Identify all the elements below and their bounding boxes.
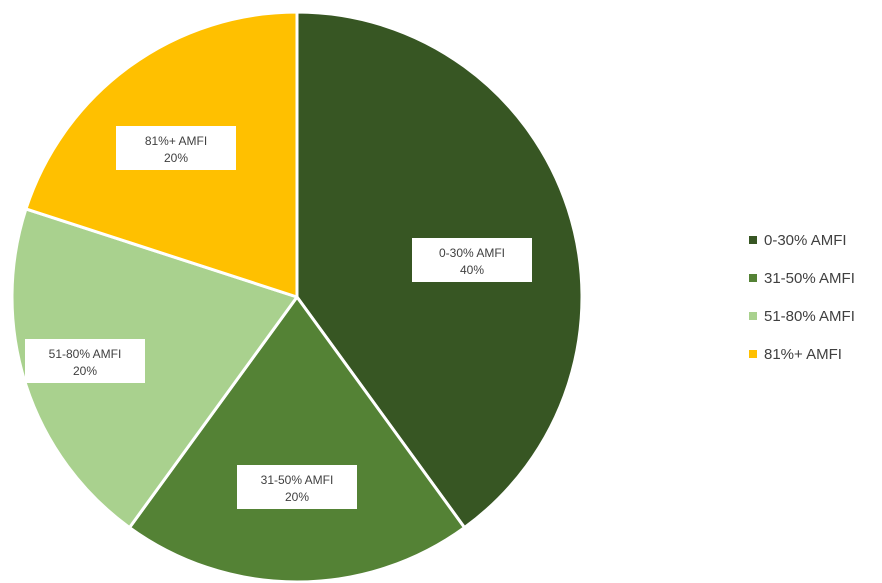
data-label: 81%+ AMFI 20% (116, 126, 236, 170)
legend-swatch (749, 312, 757, 320)
data-label-value: 20% (285, 490, 309, 504)
legend-swatch (749, 274, 757, 282)
legend-label: 51-80% AMFI (764, 308, 855, 325)
pie-slice-31-50-amfi (127, 295, 467, 583)
data-label-category: 31-50% AMFI (261, 473, 334, 487)
legend-label: 81%+ AMFI (764, 346, 842, 363)
data-label-category: 81%+ AMFI (145, 134, 207, 148)
data-label-category: 51-80% AMFI (49, 347, 122, 361)
legend-swatch (749, 350, 757, 358)
legend-entry: 81%+ AMFI (749, 346, 842, 363)
legend-entry: 31-50% AMFI (749, 270, 855, 287)
data-label: 0-30% AMFI 40% (412, 238, 532, 282)
data-label-box (412, 238, 532, 282)
data-label-box (237, 465, 357, 509)
legend: 0-30% AMFI 31-50% AMFI 51-80% AMFI 81%+ AMF… (749, 232, 855, 363)
pie-slice-51-80-amfi (10, 207, 299, 530)
data-label-value: 20% (164, 151, 188, 165)
data-label-box (116, 126, 236, 170)
data-label-value: 20% (73, 364, 97, 378)
data-label-category: 0-30% AMFI (439, 246, 505, 260)
legend-label: 0-30% AMFI (764, 232, 847, 249)
legend-label: 31-50% AMFI (764, 270, 855, 287)
data-label-box (25, 339, 145, 383)
legend-entry: 51-80% AMFI (749, 308, 855, 325)
data-label-value: 40% (460, 263, 484, 277)
legend-swatch (749, 236, 757, 244)
data-label: 51-80% AMFI 20% (25, 339, 145, 383)
legend-entry: 0-30% AMFI (749, 232, 847, 249)
data-label: 31-50% AMFI 20% (237, 465, 357, 509)
data-labels: 0-30% AMFI 40% 31-50% AMFI 20% 51-80% AMFI 20… (25, 126, 532, 509)
